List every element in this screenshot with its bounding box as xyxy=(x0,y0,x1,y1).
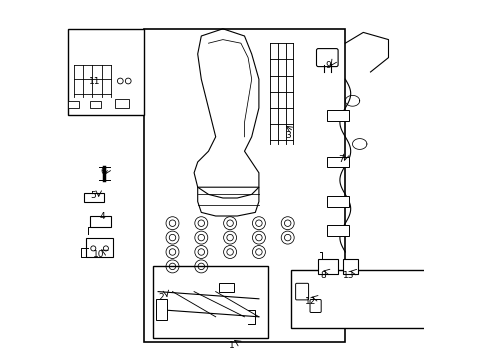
Text: 9: 9 xyxy=(325,61,330,70)
FancyBboxPatch shape xyxy=(295,283,308,300)
Bar xyxy=(343,259,357,274)
Text: 2: 2 xyxy=(158,292,163,302)
Bar xyxy=(115,99,129,108)
Text: 1: 1 xyxy=(228,341,234,350)
Bar xyxy=(143,29,345,342)
Bar xyxy=(291,270,488,328)
Text: 5: 5 xyxy=(90,191,96,200)
Text: 11: 11 xyxy=(89,77,101,86)
Text: 12: 12 xyxy=(305,297,316,306)
Bar xyxy=(326,225,348,236)
Bar xyxy=(89,216,111,227)
Bar xyxy=(68,101,79,108)
FancyBboxPatch shape xyxy=(309,300,321,312)
Bar xyxy=(89,101,101,108)
Bar xyxy=(156,299,167,320)
Bar xyxy=(318,259,337,274)
Bar xyxy=(152,266,267,338)
Text: 7: 7 xyxy=(337,155,343,163)
Text: 6: 6 xyxy=(101,167,106,176)
Bar xyxy=(326,196,348,207)
FancyBboxPatch shape xyxy=(316,49,337,67)
Bar xyxy=(68,29,143,115)
Bar xyxy=(326,157,348,167)
Bar xyxy=(219,283,233,292)
Bar xyxy=(86,238,113,257)
Text: 13: 13 xyxy=(343,271,354,280)
Text: 3: 3 xyxy=(285,131,291,140)
Text: 4: 4 xyxy=(99,212,105,220)
Bar xyxy=(326,110,348,121)
Bar xyxy=(84,193,104,202)
Text: 8: 8 xyxy=(320,271,325,280)
Text: 10: 10 xyxy=(93,251,104,259)
